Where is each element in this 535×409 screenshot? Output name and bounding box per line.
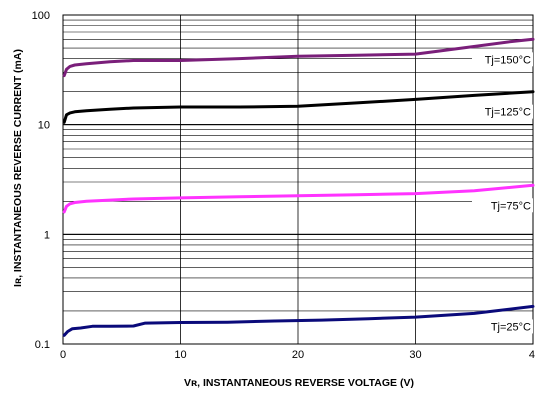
x-tick-label: 30 xyxy=(409,349,421,361)
y-tick-label: 1 xyxy=(44,229,50,241)
y-tick-label: 10 xyxy=(38,120,50,132)
series-line xyxy=(62,304,535,337)
series-label-background xyxy=(472,104,533,119)
series-line xyxy=(62,90,535,124)
chart-grid xyxy=(63,14,533,345)
plot-area-frame xyxy=(62,14,534,345)
y-tick-label: 100 xyxy=(32,10,50,22)
series-label-background xyxy=(472,52,533,67)
y-tick-label: 0.1 xyxy=(35,339,50,351)
y-axis-title: Iʀ, INSTANTANEOUS REVERSE CURRENT (mA) xyxy=(12,49,24,287)
y-tick-labels: 0.1 1 10 100 xyxy=(32,10,50,351)
series-label-background xyxy=(472,319,533,334)
x-tick-label: 4 xyxy=(529,349,535,361)
series-label: Tj=25°C xyxy=(491,321,531,333)
x-tick-label: 0 xyxy=(60,349,66,361)
series-label: Tj=75°C xyxy=(491,200,531,212)
series-labels: Tj=150°C Tj=125°C Tj=75°C Tj=25°C xyxy=(472,52,533,334)
series-label: Tj=125°C xyxy=(485,107,531,119)
x-axis-title: Vʀ, INSTANTANEOUS REVERSE VOLTAGE (V) xyxy=(184,377,414,389)
series-label: Tj=150°C xyxy=(485,54,531,66)
series-line xyxy=(62,183,535,214)
x-tick-labels: 0 10 20 30 4 xyxy=(60,349,535,361)
series-layer xyxy=(62,37,535,337)
series-label-background xyxy=(472,198,533,213)
x-tick-label: 20 xyxy=(292,349,304,361)
series-line xyxy=(62,37,535,78)
x-tick-label: 10 xyxy=(174,349,186,361)
